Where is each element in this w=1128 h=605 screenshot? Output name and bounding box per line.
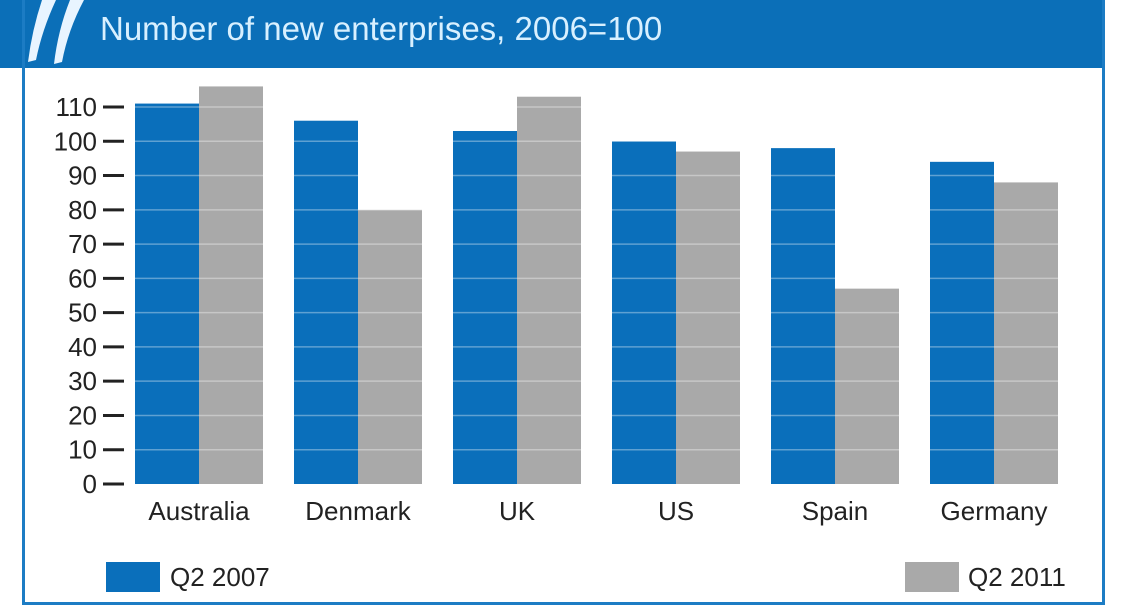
y-tick-label: 10 [68, 435, 97, 465]
bar-denmark-q2-2011 [358, 209, 422, 484]
y-tick-label: 100 [54, 126, 97, 156]
bar-chart: Australia Denmark UK US Spain Germany 0 10 20 30 4… [53, 86, 1058, 526]
x-tick-label: US [658, 496, 694, 526]
y-tick-label: 50 [68, 298, 97, 328]
bar-denmark-q2-2007 [294, 120, 358, 484]
y-tick-label: 20 [68, 400, 97, 430]
chart-header: Number of new enterprises, 2006=100 [0, 0, 1105, 68]
bar-spain-q2-2011 [835, 288, 899, 484]
y-tick-label: 110 [56, 92, 97, 122]
legend-swatch-q2-2007 [106, 562, 160, 592]
bar-australia-q2-2011 [199, 86, 263, 484]
y-tick-label: 80 [68, 195, 97, 225]
y-tick-label: 60 [68, 263, 97, 293]
bar-us-q2-2011 [676, 151, 740, 484]
x-tick-label: UK [499, 496, 536, 526]
bar-germany-q2-2007 [930, 161, 994, 484]
legend-swatch-q2-2011 [905, 562, 959, 592]
y-tick-label: 90 [68, 161, 97, 191]
bar-uk-q2-2007 [453, 130, 517, 484]
y-tick-label: 0 [83, 469, 97, 499]
x-tick-label: Germany [941, 496, 1048, 526]
bar-spain-q2-2007 [771, 148, 835, 485]
bar-uk-q2-2011 [517, 96, 581, 484]
x-tick-label: Australia [148, 496, 250, 526]
y-tick-label: 30 [68, 366, 97, 396]
x-tick-label: Denmark [305, 496, 411, 526]
chart-subtitle: Number of new enterprises, 2006=100 [100, 10, 663, 47]
bar-germany-q2-2011 [994, 182, 1058, 484]
legend-label-q2-2007: Q2 2007 [170, 562, 270, 592]
y-tick-label: 70 [68, 229, 97, 259]
legend-label-q2-2011: Q2 2011 [968, 562, 1066, 592]
bar-australia-q2-2007 [135, 103, 199, 484]
logo-icon [28, 0, 84, 64]
bar-us-q2-2007 [612, 141, 676, 485]
x-tick-label: Spain [802, 496, 869, 526]
y-tick-label: 40 [68, 332, 97, 362]
